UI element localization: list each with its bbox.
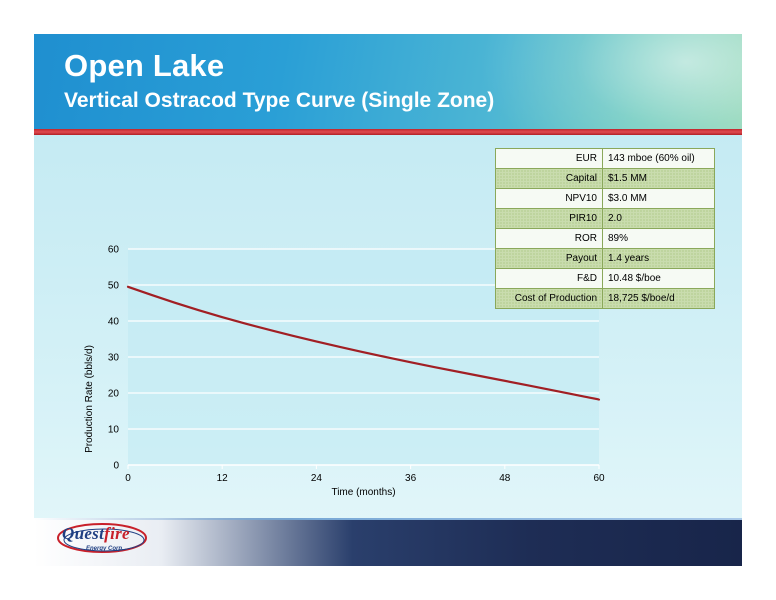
y-tick-label: 40 <box>108 317 120 328</box>
footer-divider <box>34 518 742 520</box>
metrics-row: Payout 1.4 years <box>495 248 715 269</box>
metrics-row: F&D 10.48 $/boe <box>495 268 715 289</box>
y-tick-label: 60 <box>108 245 120 256</box>
metrics-row: PIR10 2.0 <box>495 208 715 229</box>
x-tick-label: 36 <box>405 473 417 484</box>
metric-label: ROR <box>495 228 603 249</box>
slide-subtitle: Vertical Ostracod Type Curve (Single Zon… <box>64 89 495 112</box>
x-tick-label: 60 <box>593 473 605 484</box>
metrics-row: ROR 89% <box>495 228 715 249</box>
slide: Open Lake Vertical Ostracod Type Curve (… <box>34 34 742 566</box>
metrics-row: EUR 143 mboe (60% oil) <box>495 148 715 169</box>
metric-value: 2.0 <box>602 208 715 229</box>
logo-wordmark: Questfire <box>62 524 130 544</box>
metrics-row: NPV10 $3.0 MM <box>495 188 715 209</box>
logo-word-quest: Quest <box>62 524 105 543</box>
metric-label: Capital <box>495 168 603 189</box>
slide-title: Open Lake <box>64 48 225 83</box>
metric-value: 89% <box>602 228 715 249</box>
metric-value: 1.4 years <box>602 248 715 269</box>
x-tick-label: 12 <box>217 473 229 484</box>
slide-footer <box>34 518 742 566</box>
metric-value: 143 mboe (60% oil) <box>602 148 715 169</box>
metrics-row: Cost of Production 18,725 $/boe/d <box>495 288 715 309</box>
slide-header: Open Lake Vertical Ostracod Type Curve (… <box>34 34 742 129</box>
economics-table: EUR 143 mboe (60% oil) Capital $1.5 MM NPV10… <box>495 148 715 309</box>
y-tick-label: 30 <box>108 353 120 364</box>
x-tick-label: 24 <box>311 473 323 484</box>
metric-label: Cost of Production <box>495 288 603 309</box>
metric-label: PIR10 <box>495 208 603 229</box>
metric-label: Payout <box>495 248 603 269</box>
logo-swoosh-icon <box>57 523 147 553</box>
metric-value: 18,725 $/boe/d <box>602 288 715 309</box>
x-tick-label: 48 <box>499 473 511 484</box>
y-tick-label: 10 <box>108 425 120 436</box>
x-tick-label: 0 <box>125 473 131 484</box>
header-accent-bar <box>34 129 742 135</box>
header-glow <box>462 34 742 129</box>
metric-label: F&D <box>495 268 603 289</box>
metric-label: EUR <box>495 148 603 169</box>
y-tick-label: 20 <box>108 389 120 400</box>
metric-value: 10.48 $/boe <box>602 268 715 289</box>
metrics-row: Capital $1.5 MM <box>495 168 715 189</box>
y-tick-label: 0 <box>113 461 119 472</box>
logo-word-fire: fire <box>104 524 130 543</box>
metric-value: $1.5 MM <box>602 168 715 189</box>
company-logo: Questfire Energy Corp. <box>56 520 152 560</box>
x-axis-label: Time (months) <box>331 487 395 498</box>
metric-label: NPV10 <box>495 188 603 209</box>
series-line <box>126 285 601 401</box>
logo-subtitle: Energy Corp. <box>86 546 124 552</box>
metric-value: $3.0 MM <box>602 188 715 209</box>
y-tick-label: 50 <box>108 281 120 292</box>
y-axis-label: Production Rate (bbls/d) <box>84 345 95 453</box>
